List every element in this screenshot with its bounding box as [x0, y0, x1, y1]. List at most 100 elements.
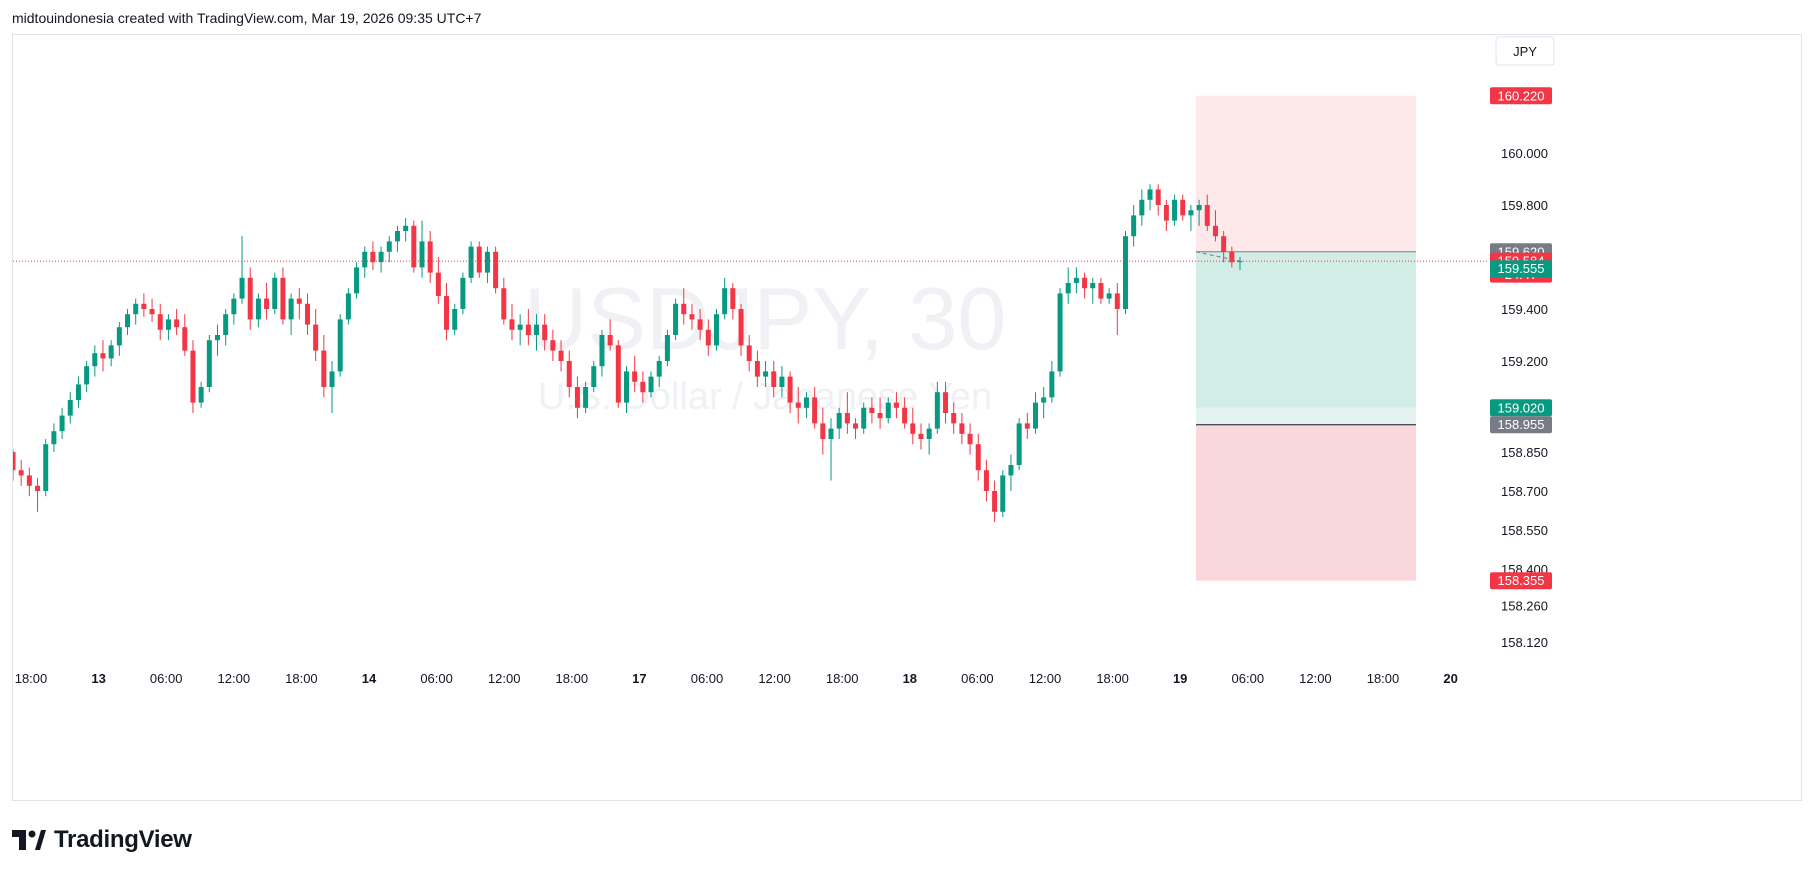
candle[interactable] [435, 257, 441, 304]
candle[interactable] [239, 236, 245, 304]
candle[interactable] [992, 480, 998, 523]
candle[interactable] [771, 361, 777, 398]
price-label-stop[interactable]: 160.220 [1490, 87, 1552, 105]
currency-button[interactable]: JPY [1495, 36, 1555, 66]
candle[interactable] [951, 402, 957, 434]
candle[interactable] [468, 241, 474, 283]
candle[interactable] [1204, 194, 1210, 231]
candle[interactable] [255, 293, 261, 328]
price-axis[interactable]: 160.000 159.800 159.400 159.200 158.850 158.7… [1490, 87, 1552, 650]
candle[interactable] [1163, 199, 1169, 231]
candle[interactable] [1024, 413, 1030, 439]
candle[interactable] [1180, 194, 1186, 221]
candle[interactable] [673, 298, 679, 341]
candle[interactable] [583, 381, 589, 413]
candle[interactable] [223, 309, 229, 346]
candle[interactable] [1122, 231, 1128, 315]
candle[interactable] [190, 340, 196, 413]
candle[interactable] [133, 298, 139, 325]
candle[interactable] [934, 381, 940, 434]
candle[interactable] [681, 288, 687, 325]
time-axis[interactable]: 18:00 13 06:00 12:00 18:00 14 06:00 12:00 18:00 1… [15, 671, 1458, 686]
candle[interactable] [1073, 267, 1079, 294]
candle[interactable] [1147, 184, 1153, 211]
candle[interactable] [1155, 184, 1161, 216]
candle[interactable] [1041, 387, 1047, 419]
candle[interactable] [893, 392, 899, 419]
candle[interactable] [722, 277, 728, 320]
candle[interactable] [975, 433, 981, 481]
extended-stop-zone[interactable] [1196, 424, 1416, 581]
candle[interactable] [664, 329, 670, 367]
candle[interactable] [1172, 194, 1178, 226]
candle[interactable] [566, 350, 572, 398]
candle[interactable] [1049, 361, 1055, 403]
candle[interactable] [92, 345, 98, 377]
candle[interactable] [869, 397, 875, 424]
candle[interactable] [738, 303, 744, 356]
candle[interactable] [648, 371, 654, 398]
candle[interactable] [174, 309, 180, 335]
price-chart[interactable]: USDJPY, 30 U.S. Dollar / Japanese Yen 160… [13, 35, 1803, 802]
candle[interactable] [943, 381, 949, 424]
candle[interactable] [1016, 418, 1022, 471]
candle[interactable] [1229, 246, 1235, 268]
candle[interactable] [35, 478, 41, 512]
candle[interactable] [959, 413, 965, 445]
candles[interactable] [13, 184, 1243, 523]
candle[interactable] [656, 355, 662, 387]
candle[interactable] [116, 322, 122, 356]
candle[interactable] [509, 303, 515, 341]
candle[interactable] [779, 366, 785, 398]
candle[interactable] [1033, 392, 1038, 434]
candle[interactable] [983, 459, 989, 502]
candle[interactable] [354, 262, 360, 299]
candle[interactable] [1008, 454, 1014, 491]
candle[interactable] [141, 293, 147, 317]
candle[interactable] [861, 402, 867, 434]
candle[interactable] [386, 236, 392, 263]
candle[interactable] [754, 350, 760, 387]
candle[interactable] [591, 361, 597, 393]
candle[interactable] [803, 392, 809, 419]
candle[interactable] [1139, 189, 1145, 226]
candle[interactable] [1057, 288, 1063, 377]
candle[interactable] [100, 340, 106, 372]
candle[interactable] [231, 293, 237, 325]
candle[interactable] [763, 361, 769, 387]
candle[interactable] [902, 397, 908, 429]
candle[interactable] [484, 246, 490, 283]
candle[interactable] [705, 319, 711, 356]
tradingview-logo[interactable]: TradingView [12, 826, 192, 854]
candle[interactable] [615, 340, 621, 408]
candle[interactable] [730, 283, 736, 320]
candle[interactable] [599, 329, 605, 377]
price-label-stop[interactable]: 158.355 [1490, 572, 1552, 590]
candle[interactable] [853, 418, 859, 439]
candle[interactable] [558, 340, 564, 372]
candle[interactable] [280, 267, 286, 325]
candle[interactable] [1131, 205, 1137, 247]
candle[interactable] [304, 293, 310, 335]
candle[interactable] [125, 309, 131, 335]
candle[interactable] [525, 309, 531, 346]
candle[interactable] [534, 314, 540, 351]
candle[interactable] [607, 319, 613, 351]
candle[interactable] [370, 241, 376, 270]
candle[interactable] [182, 314, 188, 356]
candle[interactable] [1212, 210, 1218, 242]
candle[interactable] [624, 366, 629, 413]
candle[interactable] [264, 283, 270, 320]
candle[interactable] [926, 423, 932, 455]
candle[interactable] [345, 288, 351, 325]
candle[interactable] [444, 283, 450, 341]
candle[interactable] [51, 423, 57, 452]
chart-frame[interactable]: USDJPY, 30 U.S. Dollar / Japanese Yen 160… [12, 34, 1802, 801]
candle[interactable] [885, 397, 891, 424]
candle[interactable] [1098, 277, 1104, 304]
price-label-gray[interactable]: 158.955 [1490, 416, 1552, 434]
candle[interactable] [215, 324, 220, 356]
candle[interactable] [746, 335, 752, 372]
candle[interactable] [378, 246, 384, 273]
candle[interactable] [452, 303, 458, 335]
